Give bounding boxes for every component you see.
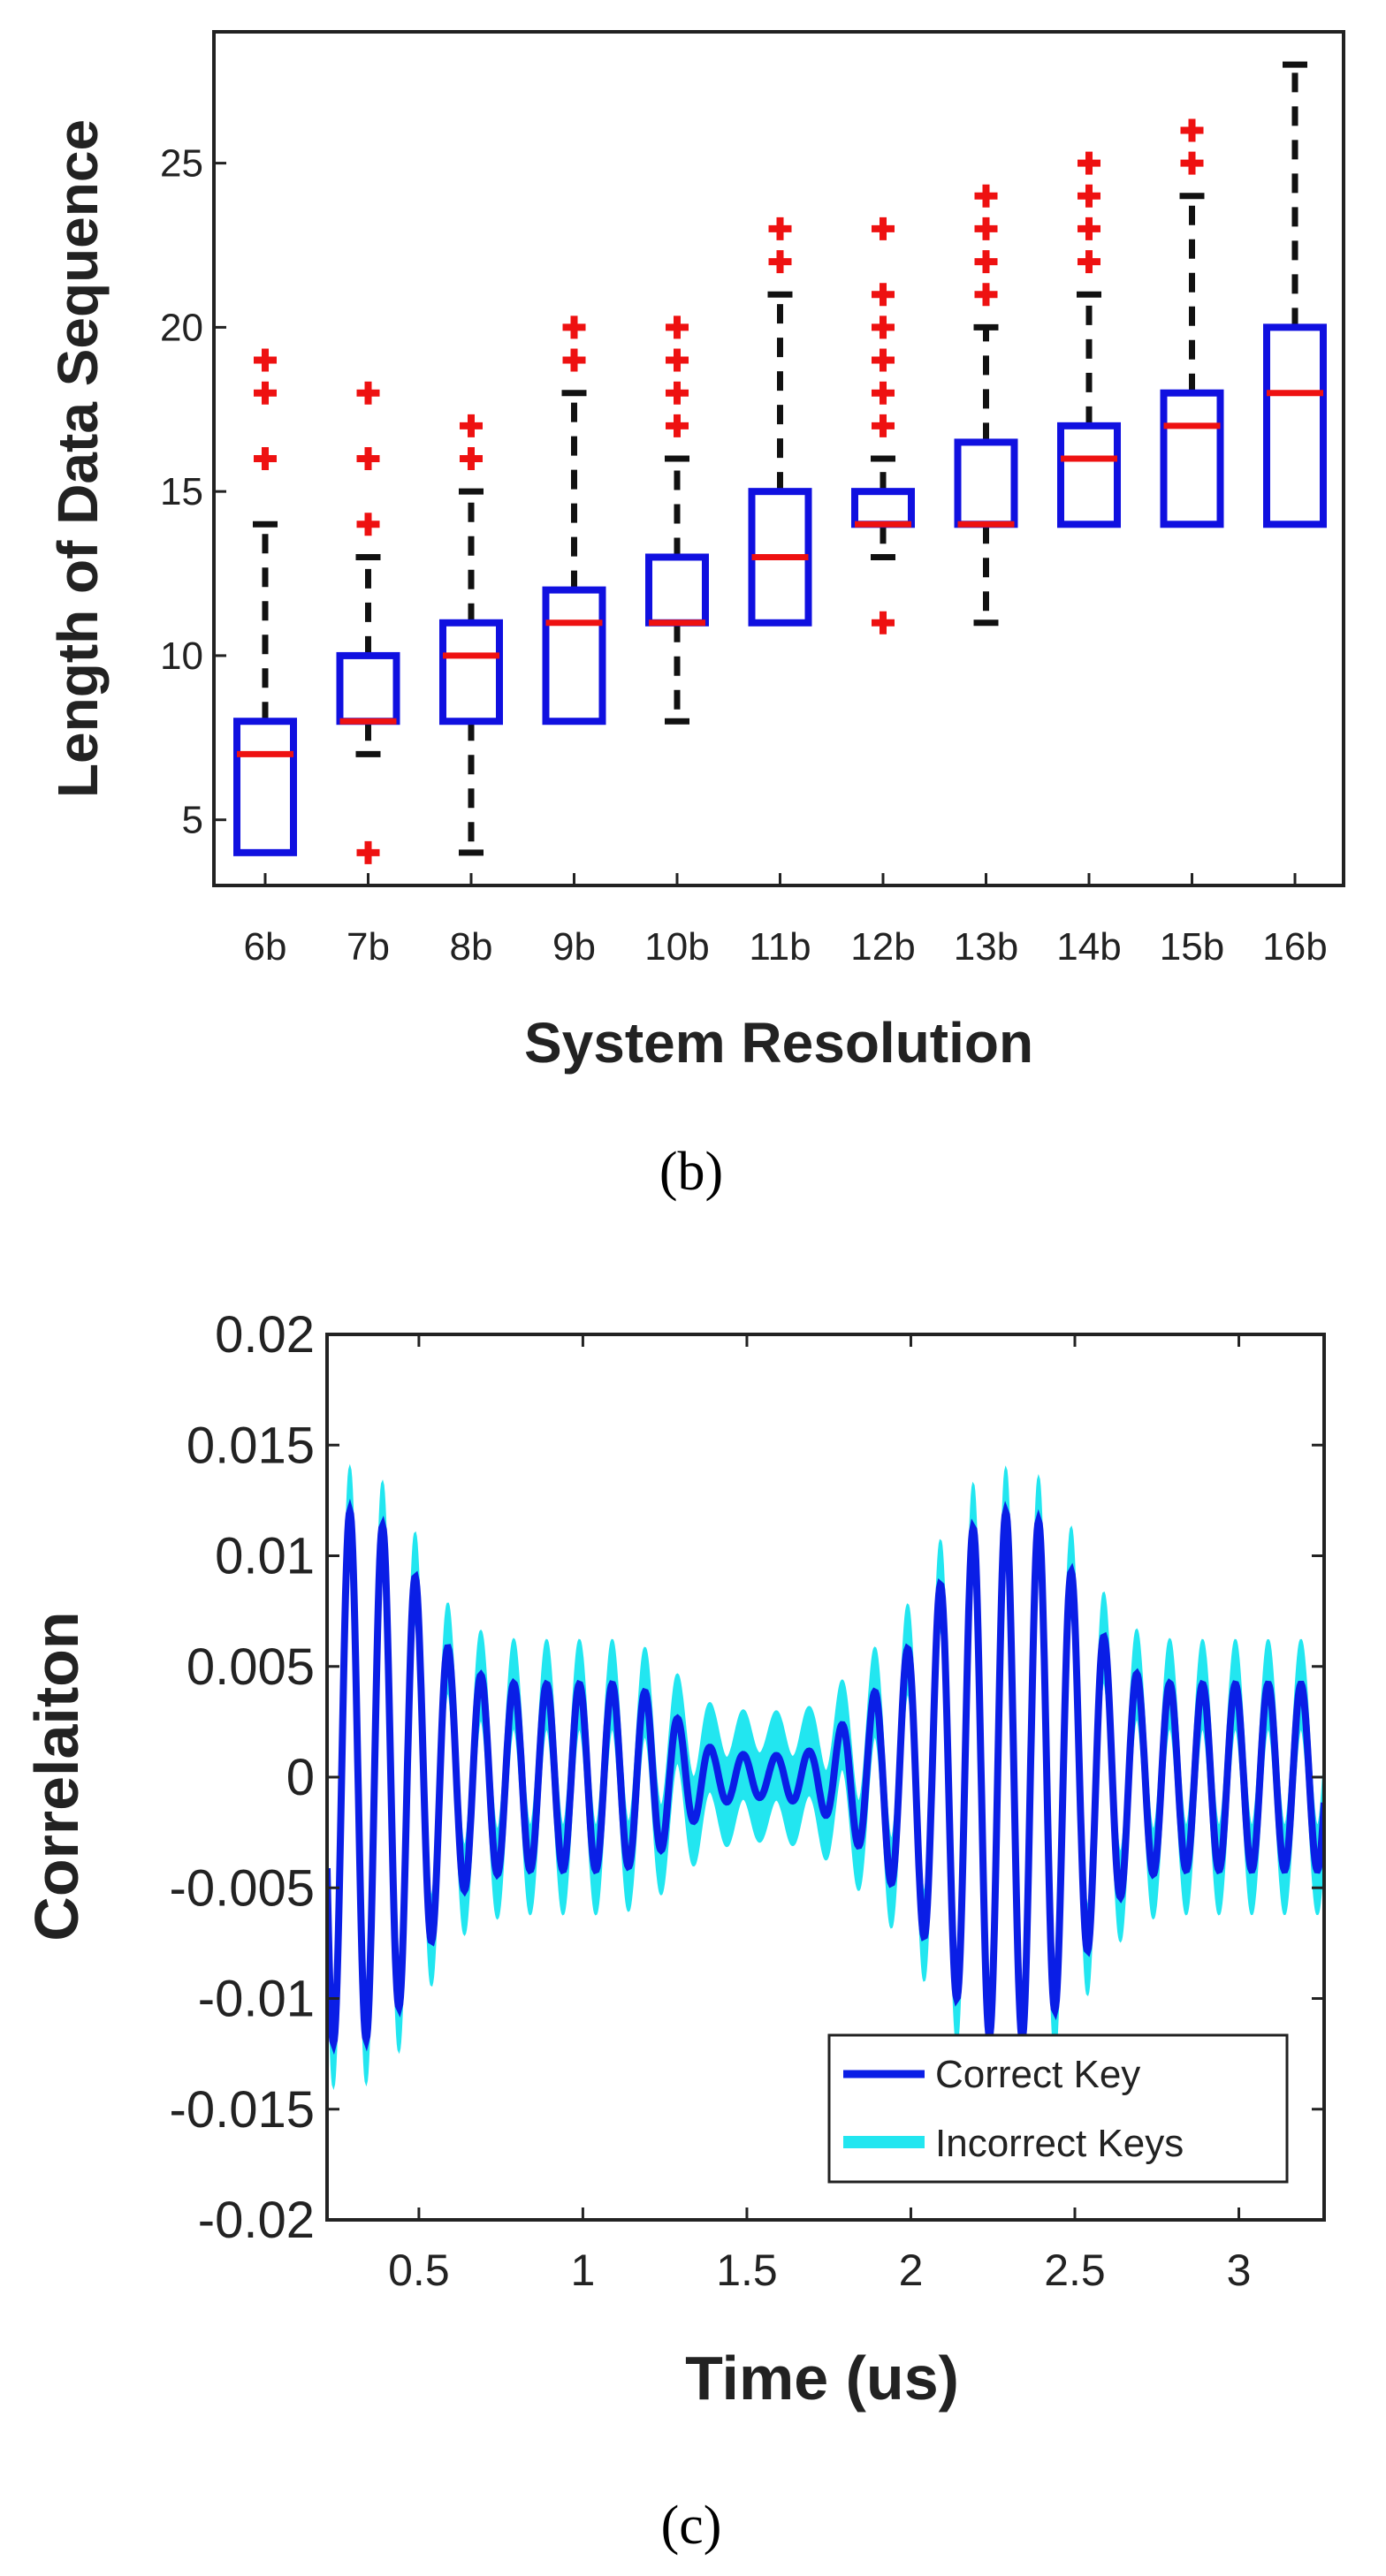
box-14b [1057,151,1121,528]
box-12b [851,217,915,635]
correlation-y-tick-label: -0.01 [198,1971,315,2028]
outlier-marker [872,315,895,339]
outlier-marker [666,381,689,405]
boxplot-y-tick-label: 10 [160,635,203,678]
outlier-marker [356,513,380,536]
box-7b [336,381,400,864]
outlier-marker [460,414,483,437]
outlier-marker [666,414,689,437]
outlier-marker [768,250,792,274]
boxplot-x-tick-label: 10b [644,925,709,969]
box-13b [954,184,1018,627]
correlation-x-tick-label: 1.5 [716,2245,778,2295]
outlier-marker [1078,184,1100,208]
caption-b: (b) [659,1142,723,1202]
box-iqr [1057,422,1121,528]
outlier-marker [254,381,277,405]
box-iqr [233,718,297,856]
correlation-chart: -0.02 -0.015 -0.01 -0.005 0 0.005 0.01 0.015 0.0… [22,1306,1326,2556]
box-iqr [542,586,606,726]
boxplot-x-tick-label: 11b [749,925,811,969]
correlation-x-tick-label: 0.5 [388,2245,450,2295]
outlier-marker [974,250,998,274]
boxplot-plot-area [212,30,1345,887]
outlier-marker [974,283,998,307]
legend-label-incorrect-keys: Incorrect Keys [935,2122,1184,2165]
outlier-marker [974,184,998,208]
legend-label-correct-key: Correct Key [935,2053,1140,2096]
boxplot-x-tick-label: 6b [244,925,287,969]
boxplot-x-axis-label: System Resolution [524,1011,1033,1075]
box-9b [542,315,606,726]
box-iqr [1160,389,1224,528]
outlier-marker [1180,151,1204,175]
legend-box [827,2033,1289,2184]
outlier-marker [872,381,895,405]
outlier-marker [460,447,483,470]
correlation-x-axis-label: Time (us) [685,2344,959,2413]
box-6b [233,348,297,856]
correlation-x-tick-label: 1 [571,2245,596,2295]
outlier-marker [562,348,586,372]
boxplot-x-tick-label: 9b [552,925,596,969]
box-15b [1160,118,1224,528]
correlation-y-tick-label: 0 [286,1749,315,1806]
boxplot-x-tick-label: 8b [450,925,493,969]
boxplot-x-tick-label: 7b [346,925,390,969]
boxplot-y-tick-label: 25 [160,142,203,186]
outlier-marker [666,315,689,339]
outlier-marker [872,348,895,372]
outlier-marker [356,447,380,470]
box-16b [1263,61,1327,528]
correlation-y-tick-label: 0.01 [215,1528,315,1585]
outlier-marker [1078,217,1100,240]
outlier-marker [254,348,277,372]
outlier-marker [562,315,586,339]
correlation-y-tick-label: 0.02 [215,1306,315,1364]
series-correct-key [327,1498,1324,2055]
outlier-marker [872,414,895,437]
outlier-marker [356,381,380,405]
boxplot-y-tick-label: 5 [182,799,203,842]
outlier-marker [872,283,895,307]
box-10b [645,315,709,725]
outlier-marker [254,447,277,470]
caption-c: (c) [661,2496,722,2556]
outlier-marker [1078,151,1100,175]
boxplot-x-tick-label: 14b [1056,925,1121,969]
boxplot-y-tick-label: 20 [160,306,203,349]
outlier-marker [1078,250,1100,274]
correlation-y-tick-label: 0.005 [187,1638,315,1696]
outlier-marker [768,217,792,240]
correlation-y-tick-label: -0.02 [198,2192,315,2249]
box-iqr [1263,323,1327,528]
boxplot-x-tick-label: 13b [954,925,1018,969]
outlier-marker [1180,118,1204,142]
box-11b [748,217,812,627]
outlier-marker [974,217,998,240]
box-iqr [439,619,503,726]
legend: Correct Key Incorrect Keys [827,2033,1289,2184]
correlation-y-tick-label: -0.015 [170,2081,315,2139]
correlation-x-tick-label: 3 [1227,2245,1252,2295]
boxplot-x-tick-label: 16b [1262,925,1327,969]
boxplot-y-axis-label: Length of Data Sequence [46,119,110,798]
box-8b [439,414,503,856]
outlier-marker [872,611,895,635]
boxplot-x-tick-label: 15b [1160,925,1224,969]
outlier-marker [666,348,689,372]
outlier-marker [872,217,895,240]
correlation-y-tick-label: 0.015 [187,1417,315,1474]
correlation-y-tick-label: -0.005 [170,1859,315,1917]
outlier-marker [356,840,380,864]
correlation-x-tick-label: 2 [899,2245,924,2295]
correlation-y-axis-label: Correlaiton [22,1611,91,1941]
boxplot-x-tick-label: 12b [850,925,915,969]
boxplot-y-tick-label: 15 [160,470,203,513]
correlation-x-tick-label: 2.5 [1044,2245,1106,2295]
